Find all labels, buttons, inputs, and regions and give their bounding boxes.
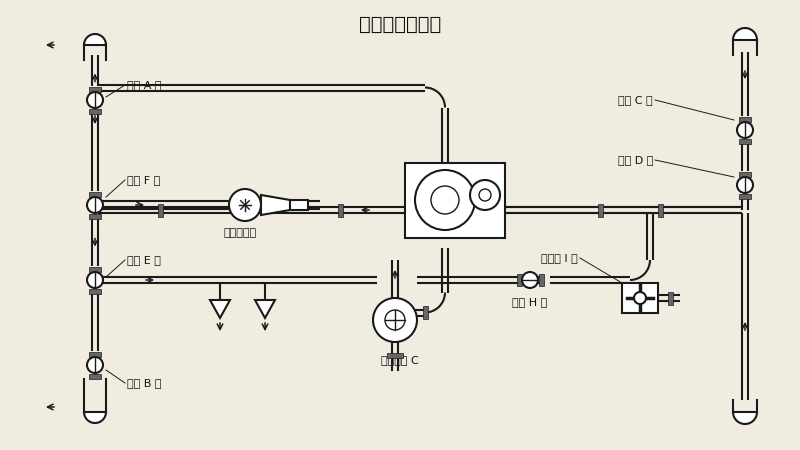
Circle shape — [634, 292, 646, 304]
Circle shape — [229, 189, 261, 221]
Bar — [387, 352, 403, 357]
Bar — [658, 203, 662, 216]
Bar — [739, 194, 751, 198]
Wedge shape — [84, 412, 106, 423]
Polygon shape — [255, 300, 275, 318]
Text: 消防栓 I 关: 消防栓 I 关 — [542, 253, 578, 263]
Bar — [517, 274, 522, 286]
Polygon shape — [210, 300, 230, 318]
Text: 球阀 B 开: 球阀 B 开 — [127, 378, 162, 388]
Circle shape — [373, 298, 417, 342]
Circle shape — [385, 310, 405, 330]
Bar — [598, 203, 602, 216]
Circle shape — [415, 170, 475, 230]
Circle shape — [737, 122, 753, 138]
Bar — [89, 351, 101, 356]
Circle shape — [479, 189, 491, 201]
Circle shape — [87, 272, 103, 288]
Polygon shape — [261, 195, 290, 215]
Text: 三通球阀 C: 三通球阀 C — [381, 355, 419, 365]
Bar — [89, 266, 101, 271]
Bar — [89, 86, 101, 91]
Polygon shape — [290, 200, 308, 210]
Bar — [89, 108, 101, 113]
Bar — [739, 139, 751, 144]
Wedge shape — [733, 28, 757, 40]
Circle shape — [470, 180, 500, 210]
Wedge shape — [84, 34, 106, 45]
Bar — [158, 203, 162, 216]
Text: 水泵: 水泵 — [470, 224, 485, 237]
Text: 洒水、浇灌花木: 洒水、浇灌花木 — [359, 15, 441, 34]
Text: 球阀 C 开: 球阀 C 开 — [618, 95, 653, 105]
Bar — [89, 192, 101, 197]
Circle shape — [87, 357, 103, 373]
Text: 球阀 A 开: 球阀 A 开 — [127, 80, 162, 90]
Bar — [739, 117, 751, 122]
Circle shape — [87, 197, 103, 213]
Text: 球阀 D 开: 球阀 D 开 — [618, 155, 653, 165]
Bar — [338, 203, 342, 216]
Text: 球阀 E 开: 球阀 E 开 — [127, 255, 161, 265]
Text: 球阀 H 关: 球阀 H 关 — [512, 297, 548, 307]
Bar — [89, 374, 101, 378]
Text: 球阀 F 关: 球阀 F 关 — [127, 175, 160, 185]
Bar — [89, 213, 101, 219]
Bar — [667, 292, 673, 305]
Circle shape — [431, 186, 459, 214]
Bar — [422, 306, 427, 319]
Wedge shape — [733, 412, 757, 424]
Bar — [89, 288, 101, 293]
Bar — [622, 283, 658, 313]
Circle shape — [522, 272, 538, 288]
Bar — [405, 162, 505, 238]
Circle shape — [87, 92, 103, 108]
Bar — [739, 171, 751, 176]
Bar — [538, 274, 543, 286]
Text: 洒水炮出口: 洒水炮出口 — [223, 228, 257, 238]
Circle shape — [737, 177, 753, 193]
